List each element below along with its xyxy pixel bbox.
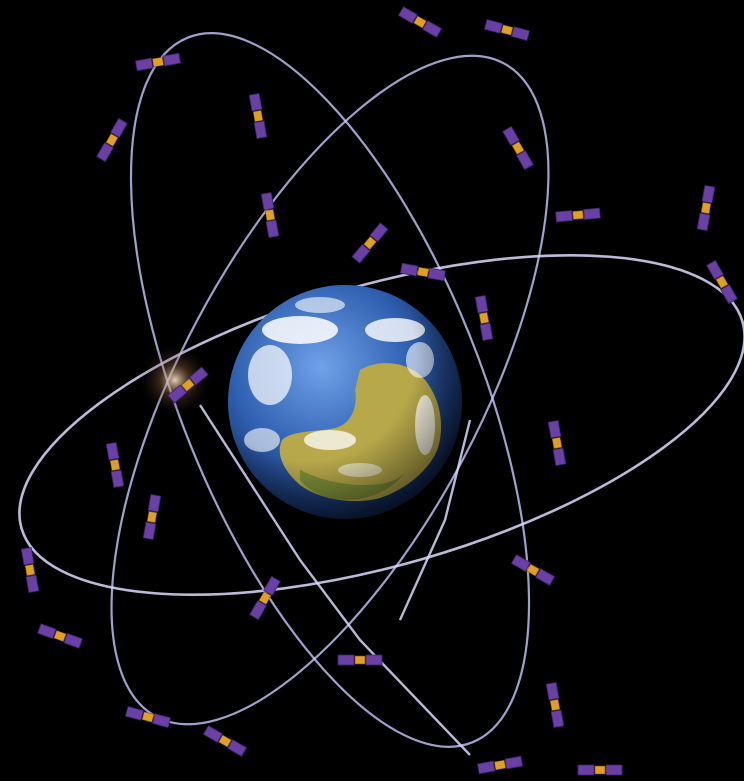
satellite-icon — [510, 554, 556, 586]
satellite-icon — [547, 420, 567, 466]
satellite-icon — [105, 442, 125, 488]
satellite-icon — [483, 18, 531, 42]
satellite-icon — [400, 262, 446, 282]
satellite-icon — [477, 755, 523, 775]
satellite-icon — [135, 52, 181, 72]
earth-globe — [228, 285, 462, 519]
satellite-icon — [397, 6, 443, 38]
satellite-icon — [167, 366, 209, 404]
orbit-front-segments — [198, 404, 472, 756]
satellite-icon — [249, 575, 281, 621]
sun-glow — [137, 342, 213, 418]
satellite-icon — [351, 222, 389, 264]
satellite-icon — [124, 705, 172, 729]
satellite-icon — [696, 185, 716, 231]
satellite-icon — [337, 654, 383, 666]
satellite-icon — [202, 725, 248, 757]
satellite-icon — [142, 494, 162, 540]
satellite-icon — [502, 125, 534, 171]
satellite-icon — [474, 295, 494, 341]
orbit-ring — [129, 32, 531, 748]
satellite-icon — [555, 207, 601, 223]
satellite-icon — [20, 547, 40, 593]
satellite-group — [20, 6, 738, 776]
satellite-icon — [545, 682, 565, 728]
satellite-icon — [260, 192, 280, 238]
satellite-icon — [577, 764, 623, 776]
satellite-icon — [248, 93, 268, 139]
satellite-icon — [37, 623, 83, 649]
satellite-icon — [706, 259, 738, 305]
satellite-icon — [96, 117, 128, 163]
